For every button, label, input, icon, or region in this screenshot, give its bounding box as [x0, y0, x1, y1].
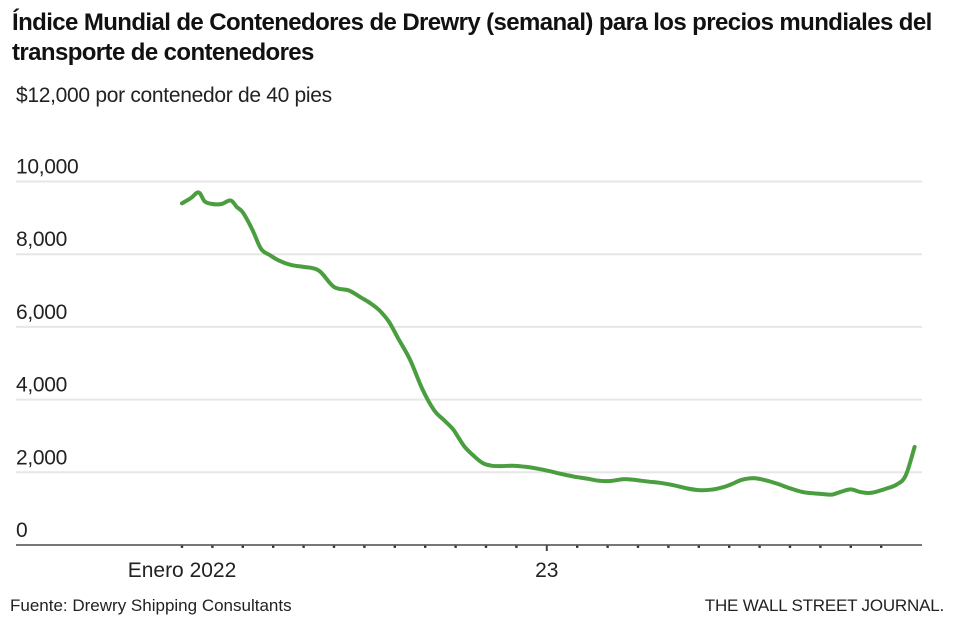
x-tick-minor	[332, 545, 336, 548]
chart-title: Índice Mundial de Contenedores de Drewry…	[12, 9, 932, 66]
x-tick-minor	[515, 545, 518, 548]
x-tick-label: Enero 2022	[128, 559, 237, 582]
x-tick-minor	[302, 545, 305, 548]
x-tick-minor	[728, 545, 731, 548]
x-tick-minor	[424, 545, 427, 548]
y-tick-label: 8,000	[16, 228, 67, 251]
x-tick-minor	[788, 545, 792, 548]
x-tick-minor	[241, 545, 244, 548]
x-tick-minor	[697, 545, 700, 548]
y-axis-unit-label: $12,000 por contenedor de 40 pies	[16, 84, 332, 107]
x-tick-minor	[758, 545, 761, 548]
y-tick-label: 10,000	[16, 156, 78, 179]
publisher-credit: THE WALL STREET JOURNAL.	[704, 596, 944, 615]
x-tick-minor	[576, 545, 579, 548]
source-note: Fuente: Drewry Shipping Consultants	[10, 596, 292, 615]
x-tick-minor	[393, 545, 396, 548]
x-tick-minor	[363, 545, 366, 548]
x-axis-tick-labels: Enero 2022 23	[128, 559, 559, 582]
x-tick-minor	[211, 545, 214, 548]
y-tick-label: 2,000	[16, 446, 67, 469]
x-tick-minor	[819, 545, 822, 548]
x-tick-minor	[272, 545, 275, 548]
x-tick-minor	[454, 545, 457, 548]
series-line	[180, 190, 917, 497]
x-axis-ticks	[180, 545, 883, 551]
y-tick-label: 0	[16, 519, 27, 542]
x-tick-label: 23	[535, 559, 558, 582]
x-tick-minor	[880, 545, 883, 548]
series-group	[180, 190, 917, 497]
x-tick-minor	[636, 545, 640, 548]
x-tick-minor	[849, 545, 852, 548]
x-tick-minor	[667, 545, 670, 548]
x-tick-minor	[606, 545, 609, 548]
y-axis-tick-labels: 0 2,000 4,000 6,000 8,000 10,000	[16, 156, 79, 543]
y-tick-label: 6,000	[16, 301, 67, 324]
x-tick-minor	[180, 545, 184, 548]
x-tick-minor	[484, 545, 488, 548]
y-tick-label: 4,000	[16, 374, 67, 397]
gridlines	[16, 180, 922, 474]
